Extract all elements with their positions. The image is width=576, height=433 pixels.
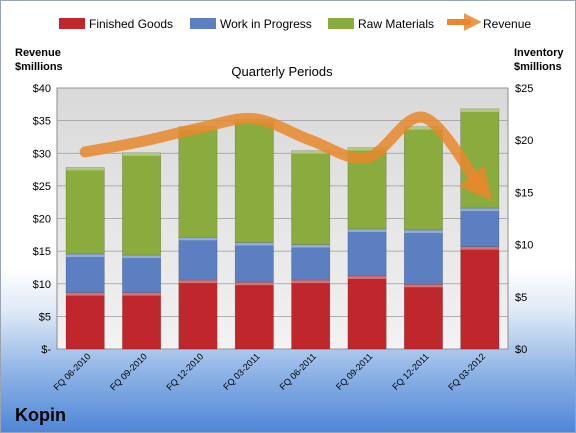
right-tick-label: $10: [515, 240, 533, 252]
left-tick-label: $35: [33, 116, 51, 128]
category-label: FQ 03-2011: [221, 351, 262, 392]
bar-raw-materials: [122, 152, 162, 256]
left-tick-label: $30: [33, 148, 51, 160]
bar-highlight: [347, 228, 387, 232]
bar-highlight: [66, 292, 105, 296]
category-labels: FQ 06-2010 FQ 09-2010 FQ 12-2010 FQ 03-2011…: [52, 351, 488, 392]
bar-finished-goods: [65, 292, 105, 350]
category-label: FQ 12-2011: [390, 351, 431, 392]
bar-work-in-progress: [65, 253, 105, 293]
left-tick-label: $10: [33, 279, 51, 291]
legend-label-finished-goods: Finished Goods: [89, 17, 173, 31]
bar-highlight: [178, 280, 218, 284]
category-label: FQ 03-2012: [446, 351, 487, 392]
bar-work-in-progress: [403, 229, 443, 285]
legend-swatch-finished-goods: [59, 18, 85, 29]
bar-highlight: [460, 208, 499, 212]
bar-highlight: [235, 282, 274, 286]
bar-finished-goods: [403, 283, 443, 350]
legend-label-raw-materials: Raw Materials: [358, 17, 434, 31]
bar-finished-goods: [460, 246, 500, 350]
bar-highlight: [235, 242, 274, 246]
left-tick-label: $-: [41, 344, 51, 356]
category-label: FQ 06-2010: [52, 351, 93, 392]
bar-work-in-progress: [347, 228, 387, 277]
right-tick-label: $0: [515, 344, 527, 356]
right-tick-label: $20: [515, 135, 533, 147]
left-tick-label: $20: [33, 214, 51, 226]
company-name: Kopin: [15, 405, 66, 425]
legend-label-work-in-progress: Work in Progress: [220, 17, 312, 31]
right-axis-title-line2: $millions: [514, 61, 562, 73]
right-tick-label: $25: [515, 83, 533, 95]
bar-raw-materials: [291, 150, 331, 245]
bar-highlight: [291, 150, 330, 154]
bar-highlight: [291, 280, 330, 284]
bar-raw-materials: [234, 119, 274, 243]
left-tick-label: $5: [39, 311, 51, 323]
revenue-line: [79, 111, 493, 202]
left-tick-label: $15: [33, 246, 51, 258]
bar-finished-goods: [347, 275, 387, 350]
bar-highlight: [404, 229, 443, 233]
bar-highlight: [460, 108, 499, 112]
legend-swatch-raw-materials: [328, 18, 354, 29]
bar-highlight: [460, 246, 499, 250]
bar-highlight: [66, 167, 105, 171]
legend: Finished Goods Work in Progress Raw Mate…: [59, 13, 531, 31]
bar-highlight: [122, 152, 161, 156]
category-label: FQ 12-2010: [164, 351, 205, 392]
bar-work-in-progress: [460, 207, 500, 247]
bar-raw-materials: [403, 126, 443, 231]
bar-work-in-progress: [178, 236, 218, 281]
bar-work-in-progress: [234, 242, 274, 283]
bar-highlight: [122, 292, 161, 296]
left-axis: $- $5 $10 $15 $20 $25 $30 $35 $40: [33, 83, 52, 356]
right-axis-title-line1: Inventory: [514, 47, 564, 59]
bar-finished-goods: [291, 279, 331, 350]
bar-highlight: [122, 255, 161, 259]
bar-highlight: [404, 284, 443, 288]
legend-label-revenue: Revenue: [483, 17, 531, 31]
bar-highlight: [178, 237, 218, 241]
chart-title: Quarterly Periods: [231, 64, 333, 79]
bar-work-in-progress: [122, 254, 162, 293]
bar-highlight: [347, 275, 387, 279]
left-tick-label: $25: [33, 181, 51, 193]
bar-work-in-progress: [291, 244, 331, 281]
right-tick-label: $5: [515, 292, 527, 304]
bar-raw-materials: [178, 126, 218, 238]
left-axis-title-line2: $millions: [15, 61, 63, 73]
bar-finished-goods: [122, 292, 162, 350]
right-tick-label: $15: [515, 187, 533, 199]
bar-finished-goods: [178, 279, 218, 350]
bar-highlight: [347, 147, 387, 151]
bar-highlight: [66, 253, 105, 257]
category-label: FQ 06-2011: [278, 351, 319, 392]
category-label: FQ 09-2011: [334, 351, 375, 392]
bar-raw-materials: [65, 167, 105, 255]
left-tick-label: $40: [33, 83, 51, 95]
bar-finished-goods: [234, 281, 274, 350]
revenue-arrow: [79, 111, 493, 202]
bar-highlight: [404, 126, 443, 130]
bar-highlight: [291, 244, 330, 248]
right-axis: $0 $5 $10 $15 $20 $25: [515, 83, 533, 356]
left-axis-title-line1: Revenue: [15, 47, 61, 59]
legend-swatch-work-in-progress: [190, 18, 216, 29]
category-label: FQ 09-2010: [108, 351, 149, 392]
